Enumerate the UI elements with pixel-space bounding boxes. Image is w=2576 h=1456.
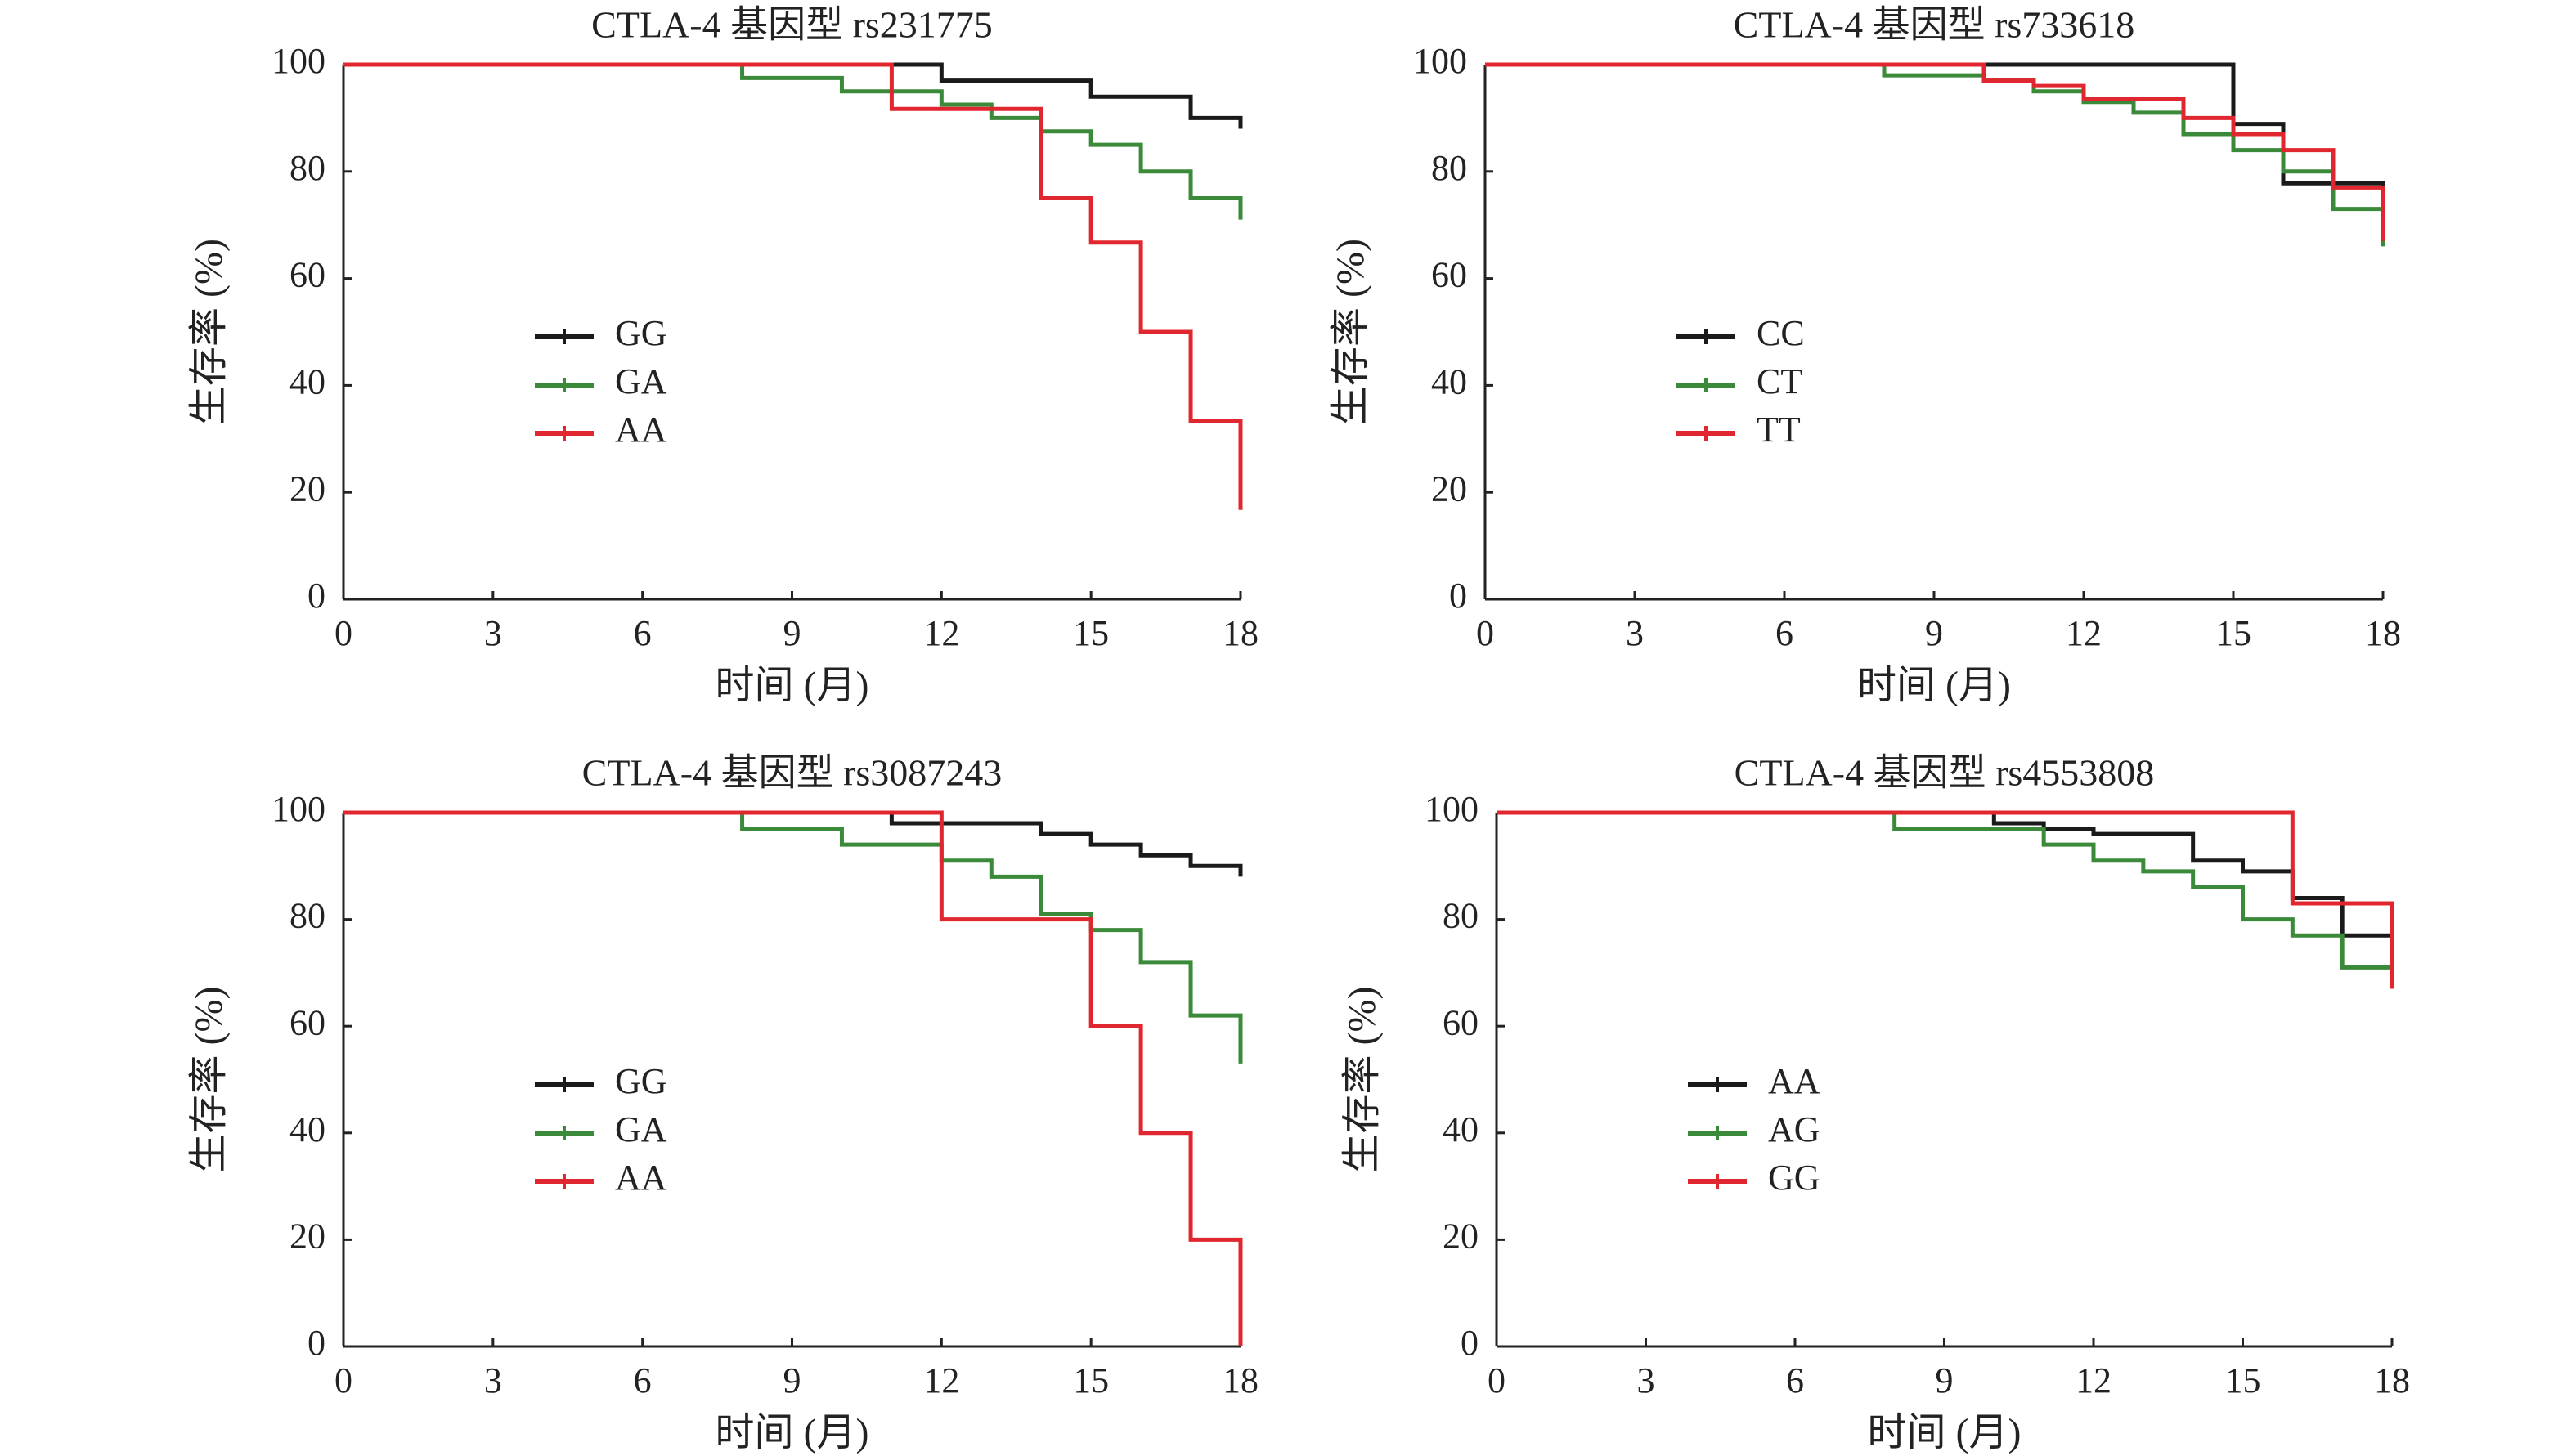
x-tick-label: 3 — [1637, 1360, 1655, 1400]
y-tick-label: 0 — [307, 576, 325, 616]
legend-label: GG — [1768, 1158, 1820, 1198]
x-tick-label: 15 — [1073, 1360, 1109, 1400]
x-tick-label: 9 — [1925, 613, 1943, 653]
survival-line — [343, 810, 1243, 877]
y-tick-label: 80 — [1431, 148, 1467, 188]
y-tick-label: 40 — [1443, 1109, 1479, 1149]
x-tick-label: 0 — [334, 1360, 352, 1400]
y-tick-label: 80 — [289, 896, 325, 936]
y-tick-label: 100 — [272, 41, 325, 81]
y-tick-label: 100 — [1413, 41, 1467, 81]
x-tick-label: 12 — [2066, 613, 2102, 653]
y-tick-label: 40 — [289, 1109, 325, 1149]
x-axis-label: 时间 (月) — [716, 1411, 869, 1454]
chart-panel: CTLA-4 基因型 rs231775 0 3 6 9 12 15 18 0 20 40 60 80 10… — [187, 4, 1259, 707]
legend-label: AG — [1768, 1109, 1820, 1149]
chart-panel: CTLA-4 基因型 rs3087243 0 3 6 9 12 15 18 0 20 40 60 80 1… — [187, 752, 1259, 1454]
survival-line — [1497, 810, 2394, 973]
x-axis-label: 时间 (月) — [1868, 1411, 2022, 1454]
legend-label: GA — [615, 361, 667, 401]
y-tick-label: 20 — [289, 1216, 325, 1256]
x-tick-label: 3 — [484, 1360, 502, 1400]
x-tick-label: 15 — [1073, 613, 1109, 653]
survival-line — [1485, 62, 2385, 241]
legend-label: CC — [1757, 313, 1805, 353]
survival-line — [343, 62, 1243, 220]
survival-line — [1497, 810, 2394, 979]
survival-line — [1485, 62, 2385, 243]
y-tick-label: 100 — [272, 789, 325, 829]
legend-label: GG — [615, 313, 667, 353]
y-tick-label: 0 — [1449, 576, 1467, 616]
x-tick-label: 3 — [1626, 613, 1644, 653]
y-tick-label: 40 — [289, 361, 325, 401]
legend-label: AA — [615, 410, 667, 450]
y-tick-label: 100 — [1425, 789, 1479, 829]
x-tick-label: 0 — [1488, 1360, 1506, 1400]
survival-line — [1485, 62, 2385, 247]
x-tick-label: 6 — [634, 613, 652, 653]
y-tick-label: 60 — [289, 1002, 325, 1042]
y-tick-label: 60 — [289, 255, 325, 295]
x-tick-label: 12 — [923, 1360, 959, 1400]
legend-label: TT — [1757, 410, 1801, 450]
x-axis-label: 时间 (月) — [716, 664, 869, 707]
x-tick-label: 15 — [2225, 1360, 2261, 1400]
y-tick-label: 0 — [1461, 1323, 1479, 1363]
y-tick-label: 0 — [307, 1323, 325, 1363]
y-tick-label: 80 — [289, 148, 325, 188]
survival-line — [343, 810, 1243, 1346]
x-tick-label: 6 — [1786, 1360, 1804, 1400]
legend-label: AA — [1768, 1061, 1820, 1101]
survival-line — [1497, 810, 2394, 989]
x-tick-label: 0 — [1476, 613, 1494, 653]
x-axis-label: 时间 (月) — [1857, 664, 2011, 707]
legend-label: CT — [1757, 361, 1802, 401]
legend-label: GG — [615, 1061, 667, 1101]
y-axis-label: 生存率 (%) — [187, 987, 231, 1173]
chart-title: CTLA-4 基因型 rs231775 — [591, 4, 993, 46]
legend-label: GA — [615, 1109, 667, 1149]
survival-line — [343, 62, 1243, 129]
x-tick-label: 6 — [634, 1360, 652, 1400]
y-tick-label: 80 — [1443, 896, 1479, 936]
survival-line — [343, 62, 1243, 510]
y-tick-label: 40 — [1431, 361, 1467, 401]
x-tick-label: 15 — [2215, 613, 2251, 653]
x-tick-label: 0 — [334, 613, 352, 653]
x-tick-label: 12 — [2076, 1360, 2112, 1400]
chart-title: CTLA-4 基因型 rs3087243 — [582, 752, 1003, 794]
y-axis-label: 生存率 (%) — [1340, 987, 1384, 1173]
y-tick-label: 20 — [289, 468, 325, 508]
y-tick-label: 60 — [1443, 1002, 1479, 1042]
y-axis-label: 生存率 (%) — [1329, 239, 1372, 425]
x-tick-label: 18 — [2374, 1360, 2410, 1400]
chart-title: CTLA-4 基因型 rs4553808 — [1735, 752, 2155, 794]
y-tick-label: 20 — [1431, 468, 1467, 508]
y-axis-label: 生存率 (%) — [187, 239, 231, 425]
chart-title: CTLA-4 基因型 rs733618 — [1734, 4, 2135, 46]
legend-label: AA — [615, 1158, 667, 1198]
x-tick-label: 9 — [783, 613, 801, 653]
x-tick-label: 12 — [923, 613, 959, 653]
x-tick-label: 18 — [1223, 1360, 1259, 1400]
x-tick-label: 9 — [1936, 1360, 1954, 1400]
y-tick-label: 60 — [1431, 255, 1467, 295]
x-tick-label: 18 — [2365, 613, 2401, 653]
y-tick-label: 20 — [1443, 1216, 1479, 1256]
x-tick-label: 9 — [783, 1360, 801, 1400]
chart-panel: CTLA-4 基因型 rs733618 0 3 6 9 12 15 18 0 20 40 60 80 10… — [1329, 4, 2401, 707]
x-tick-label: 18 — [1223, 613, 1259, 653]
x-tick-label: 6 — [1775, 613, 1793, 653]
survival-line — [343, 810, 1243, 1064]
x-tick-label: 3 — [484, 613, 502, 653]
chart-panel: CTLA-4 基因型 rs4553808 0 3 6 9 12 15 18 0 20 40 60 80 1… — [1340, 752, 2410, 1454]
